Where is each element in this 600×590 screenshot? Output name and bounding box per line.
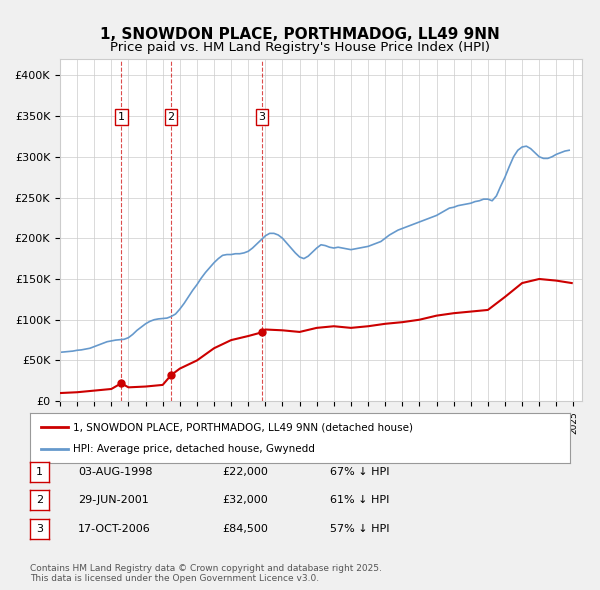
Text: £32,000: £32,000	[222, 496, 268, 505]
Text: 67% ↓ HPI: 67% ↓ HPI	[330, 467, 389, 477]
Text: 1, SNOWDON PLACE, PORTHMADOG, LL49 9NN: 1, SNOWDON PLACE, PORTHMADOG, LL49 9NN	[100, 27, 500, 41]
Text: 2: 2	[36, 496, 43, 505]
Text: Contains HM Land Registry data © Crown copyright and database right 2025.
This d: Contains HM Land Registry data © Crown c…	[30, 563, 382, 583]
Text: 1, SNOWDON PLACE, PORTHMADOG, LL49 9NN (detached house): 1, SNOWDON PLACE, PORTHMADOG, LL49 9NN (…	[73, 422, 413, 432]
Text: £84,500: £84,500	[222, 524, 268, 533]
Text: 17-OCT-2006: 17-OCT-2006	[78, 524, 151, 533]
Text: 2: 2	[167, 112, 175, 122]
Text: HPI: Average price, detached house, Gwynedd: HPI: Average price, detached house, Gwyn…	[73, 444, 315, 454]
Text: £22,000: £22,000	[222, 467, 268, 477]
Text: 1: 1	[36, 467, 43, 477]
Text: 61% ↓ HPI: 61% ↓ HPI	[330, 496, 389, 505]
Text: 1: 1	[118, 112, 125, 122]
Text: 3: 3	[258, 112, 265, 122]
Text: Price paid vs. HM Land Registry's House Price Index (HPI): Price paid vs. HM Land Registry's House …	[110, 41, 490, 54]
Text: 29-JUN-2001: 29-JUN-2001	[78, 496, 149, 505]
Text: 3: 3	[36, 524, 43, 533]
Text: 03-AUG-1998: 03-AUG-1998	[78, 467, 152, 477]
Text: 57% ↓ HPI: 57% ↓ HPI	[330, 524, 389, 533]
